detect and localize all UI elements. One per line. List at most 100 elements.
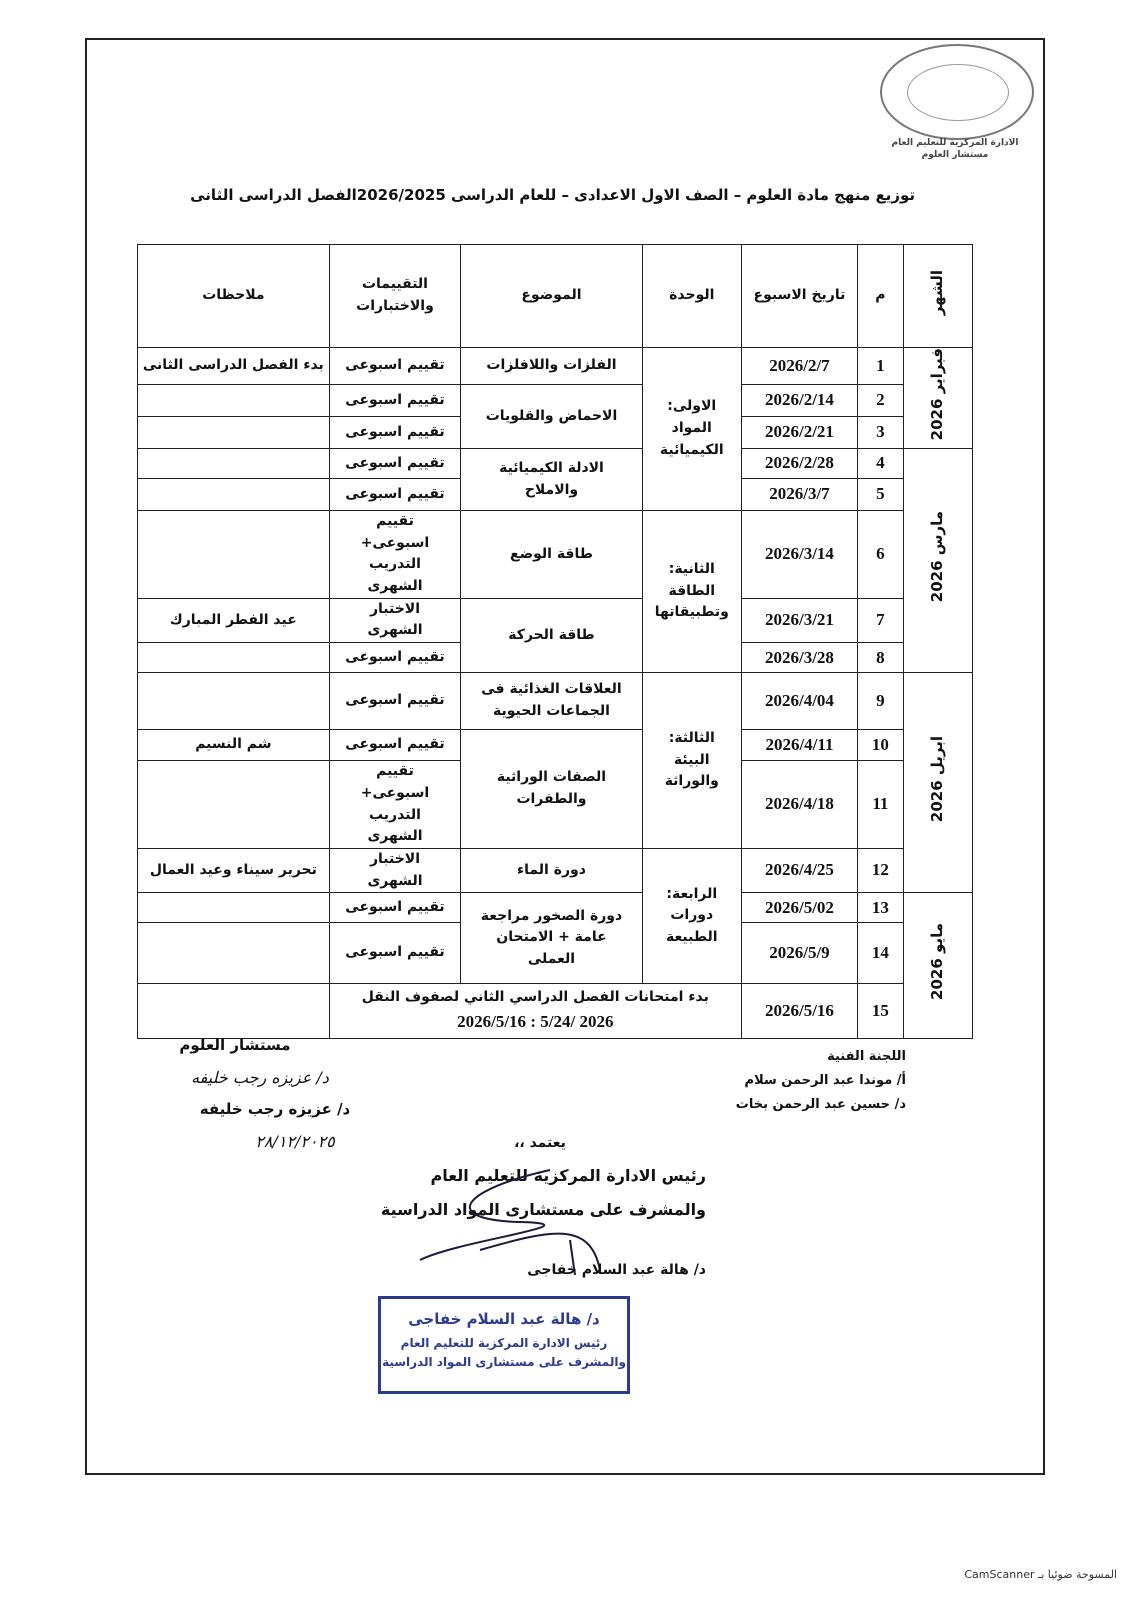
- topic-cell: الادلة الكيميائية والاملاح: [460, 448, 643, 512]
- month-cell: فبراير 2026: [902, 346, 974, 450]
- month-label: فبراير 2026: [928, 348, 947, 441]
- week-date: 2026/4/04: [740, 672, 859, 731]
- header-date: تاريخ الاسبوع: [740, 244, 859, 348]
- header-topic: الموضوع: [460, 244, 643, 348]
- assessment-cell: الاختبار الشهرى: [328, 847, 462, 894]
- exam-dates: 2026 /5/24 : 2026/5/16: [457, 1011, 614, 1031]
- topic-cell: طاقة الحركة: [460, 597, 643, 674]
- notes-cell: [137, 983, 330, 1040]
- approver-name: د/ هالة عبد السلام خفاجى: [527, 1262, 706, 1278]
- month-label: مارس 2026: [928, 511, 947, 603]
- week-number: 3: [857, 416, 904, 450]
- topic-cell: دورة الماء: [460, 847, 643, 894]
- approval-line: والمشرف على مستشارى المواد الدراسية: [380, 1200, 706, 1219]
- exam-announcement: بدء امتحانات الفصل الدراسي الثاني لصفوف …: [361, 989, 709, 1006]
- assessment-cell: الاختبار الشهرى: [328, 597, 462, 644]
- committee-member: د/ حسين عبد الرحمن بخات: [735, 1097, 906, 1112]
- notes-cell: [137, 510, 330, 599]
- week-number: 2: [857, 383, 904, 418]
- week-date: 2026/5/16: [740, 983, 859, 1040]
- table-row: 12 2026/4/25 الرابعة: دورات الطبيعة دورة ال…: [137, 847, 973, 985]
- week-number: 6: [857, 510, 904, 599]
- ministry-seal-logo: [880, 44, 1034, 140]
- committee-member: أ/ موندا عبد الرحمن سلام: [744, 1073, 906, 1088]
- week-date: 2026/3/14: [740, 510, 859, 599]
- header-notes: ملاحظات: [137, 244, 330, 348]
- topic-cell: الفلزات واللافلزات: [460, 347, 643, 385]
- approval-signature-scribble: [419, 1169, 601, 1276]
- week-date: 2026/2/14: [740, 383, 859, 418]
- week-date: 2026/5/9: [740, 922, 859, 985]
- topic-cell: العلاقات الغذائية فى الجماعات الحيوية: [460, 672, 643, 731]
- week-date: 2026/3/28: [740, 642, 859, 674]
- month-cell: مايو 2026: [902, 892, 974, 1040]
- assessment-cell: تقييم اسبوعى: [328, 448, 462, 480]
- advisor-title: مستشار العلوم: [179, 1036, 291, 1054]
- assessment-cell: تقييم اسبوعى+ التدريب الشهرى: [328, 760, 462, 849]
- week-date: 2026/3/21: [740, 597, 859, 644]
- week-number: 5: [857, 478, 904, 512]
- table-header-row: الشهر م تاريخ الاسبوع الوحدة الموضوع الت…: [137, 244, 974, 348]
- assessment-cell: تقييم اسبوعى+ التدريب الشهرى: [328, 510, 462, 599]
- logo-caption: الادارة المركزية للتعليم العام مستشار ال…: [870, 138, 1040, 161]
- document-title: توزيع منهج مادة العلوم – الصف الاول الاع…: [190, 186, 915, 204]
- week-date: 2026/3/7: [740, 478, 859, 512]
- month-cell: ابريل 2026: [902, 672, 974, 894]
- table-row-final: 15 2026/5/16 بدء امتحانات الفصل الدراسي ال…: [137, 983, 973, 1040]
- week-date: 2026/4/25: [740, 847, 859, 894]
- assessment-cell: تقييم اسبوعى: [328, 892, 462, 924]
- table-row: 7 2026/3/21 طاقة الحركة الاختبار الشهرى عيد …: [137, 597, 973, 674]
- stamp-name: د/ هالة عبد السلام خفاجى: [408, 1310, 600, 1328]
- topic-cell: الصفات الوراثية والطفرات: [460, 729, 643, 849]
- week-number: 14: [857, 922, 904, 985]
- header-unit: الوحدة: [641, 244, 742, 348]
- notes-cell: [137, 478, 330, 512]
- week-date: 2026/2/7: [740, 347, 859, 385]
- notes-cell: [137, 672, 330, 731]
- table-row: مايو 2026 13 2026/5/02 دورة الصخور مراجعة ع…: [137, 892, 974, 1040]
- logo-line: مستشار العلوم: [921, 149, 989, 160]
- approval-label: يعتمد ،،: [514, 1135, 566, 1151]
- week-number: 7: [857, 597, 904, 644]
- table-row: 6 2026/3/14 الثانية: الطاقة وتطبيقاتها طاقة…: [137, 510, 973, 674]
- unit-cell: الثالثة: البيئة والوراثة: [641, 672, 742, 849]
- notes-cell: [137, 448, 330, 480]
- week-number: 12: [857, 847, 904, 894]
- week-date: 2026/5/02: [740, 892, 859, 924]
- header-month: الشهر: [902, 244, 974, 348]
- week-date: 2026/2/28: [740, 448, 859, 480]
- notes-cell: تحرير سيناء وعيد العمال: [137, 847, 330, 894]
- assessment-cell: تقييم اسبوعى: [328, 347, 462, 385]
- notes-cell: بدء الفصل الدراسى الثانى: [137, 347, 330, 385]
- month-label: مايو 2026: [928, 923, 947, 1001]
- month-label: ابريل 2026: [928, 735, 947, 822]
- table-row: 2 2026/2/14 الاحماض والقلويات تقييم اسبوعى: [137, 383, 973, 450]
- notes-cell: [137, 760, 330, 849]
- week-date: 2026/4/18: [740, 760, 859, 849]
- assessment-cell: تقييم اسبوعى: [328, 416, 462, 450]
- week-number: 10: [857, 729, 904, 762]
- header-assessment: التقييمات والاختبارات: [328, 244, 462, 348]
- table-row: 11 2026/4/18 تقييم اسبوعى+ التدريب الشهرى: [137, 760, 973, 849]
- week-number: 9: [857, 672, 904, 731]
- page-border: [85, 38, 1045, 1475]
- advisor-handwritten-signature: د/ عزيزه رجب خليفه: [191, 1068, 329, 1087]
- assessment-cell: تقييم اسبوعى: [328, 383, 462, 418]
- advisor-name: د/ عزيزه رجب خليفه: [199, 1100, 351, 1118]
- header-no: م: [857, 244, 904, 348]
- unit-cell: الاولى: المواد الكيميائية: [641, 346, 742, 512]
- table-row: 14 2026/5/9 تقييم اسبوعى: [137, 922, 973, 985]
- table-row: ابريل 2026 9 2026/4/04 الثالثة: البيئة والو…: [137, 672, 974, 894]
- technical-committee: اللجنة الفنية أ/ موندا عبد الرحمن سلام د…: [600, 1045, 906, 1117]
- notes-cell: [137, 383, 330, 418]
- table-row: فبراير 2026 1 2026/2/7 الاولى: المواد الكيم…: [137, 346, 974, 512]
- table-row: 10 2026/4/11 الصفات الوراثية والطفرات تقييم…: [137, 729, 973, 849]
- stamp-line: رئيس الادارة المركزية للتعليم العام: [400, 1335, 608, 1350]
- week-number: 4: [857, 448, 904, 480]
- week-number: 13: [857, 892, 904, 924]
- assessment-cell: تقييم اسبوعى: [328, 672, 462, 731]
- advisor-handwritten-date: ٢٨/١٢/٢٠٢٥: [255, 1132, 335, 1151]
- table-row: 3 2026/2/21 تقييم اسبوعى: [137, 416, 973, 450]
- month-cell: مارس 2026: [902, 448, 974, 674]
- logo-line: الادارة المركزية للتعليم العام: [891, 138, 1019, 148]
